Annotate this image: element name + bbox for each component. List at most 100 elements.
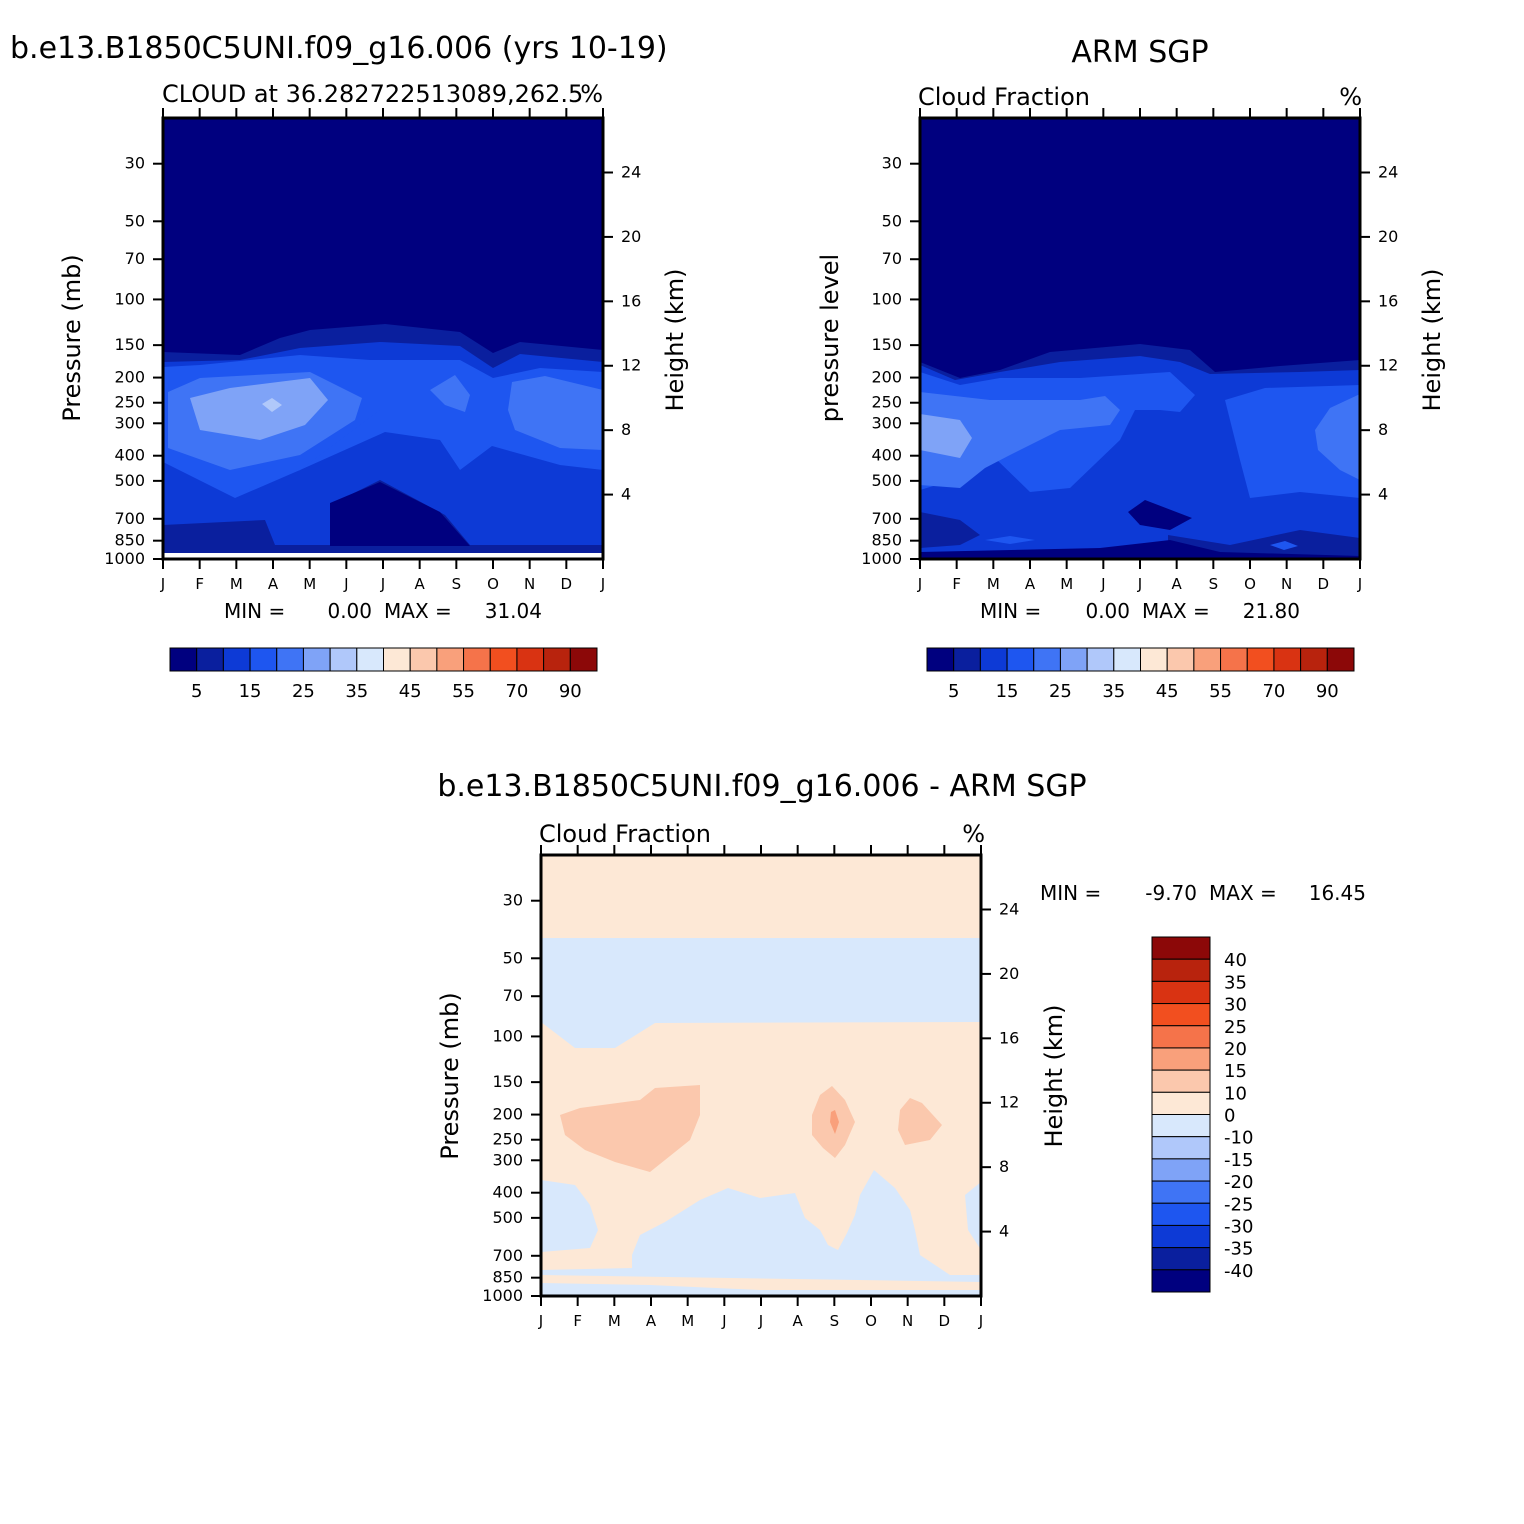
pressure-tick-label: 500 — [114, 471, 145, 490]
month-tick-label: J — [380, 575, 385, 593]
pressure-tick-label: 30 — [882, 154, 902, 173]
pressure-tick-label: 200 — [492, 1105, 523, 1124]
panel-model-subtitle: CLOUD at 36.282722513089,262.5 — [162, 80, 583, 108]
colorbar-label: 35 — [345, 681, 368, 702]
month-tick-label: M — [681, 1312, 694, 1330]
height-tick-label: 24 — [621, 162, 641, 181]
month-tick-label: N — [1281, 575, 1292, 593]
pressure-tick-label: 50 — [882, 211, 902, 230]
height-tick-label: 8 — [1378, 420, 1388, 439]
month-tick-label: J — [978, 1312, 983, 1330]
month-tick-label: N — [902, 1312, 913, 1330]
month-tick-label: S — [830, 1312, 840, 1330]
month-tick-label: O — [487, 575, 499, 593]
month-tick-label: F — [573, 1312, 582, 1330]
colorbar-swatch — [543, 647, 571, 672]
pressure-tick-label: 400 — [492, 1183, 523, 1202]
height-tick-label: 20 — [621, 227, 641, 246]
colorbar-swatch — [1151, 1202, 1211, 1226]
diff-fill-10-15-a — [560, 1085, 700, 1172]
colorbar-swatch — [1151, 1003, 1211, 1027]
obs-fill-20-25 — [920, 392, 1120, 488]
panel-obs-subtitle: Cloud Fraction — [918, 83, 1090, 111]
pressure-tick-label: 700 — [871, 509, 902, 528]
colorbar-swatch — [1151, 936, 1211, 960]
model-missing-surface — [163, 553, 603, 559]
month-tick-label: D — [1318, 575, 1330, 593]
colorbar-label: 35 — [1102, 681, 1125, 702]
month-tick-label: S — [452, 575, 462, 593]
colorbar-swatch — [1273, 647, 1302, 672]
month-tick-label: A — [793, 1312, 804, 1330]
obs-fill-25-30 — [920, 414, 972, 458]
colorbar-label: 5 — [948, 681, 959, 702]
colorbar-label: 0 — [1224, 1106, 1235, 1127]
colorbar-swatch — [1033, 647, 1061, 672]
panel-obs-max-value: 21.80 — [1243, 599, 1300, 623]
model-fill-20-25-c — [430, 375, 470, 412]
colorbar-swatch — [1151, 1269, 1211, 1293]
colorbar-label: -30 — [1224, 1216, 1253, 1237]
height-tick-label: 16 — [621, 291, 641, 310]
month-tick-label: M — [1060, 575, 1073, 593]
panel-obs-field — [920, 118, 1360, 559]
colorbar-swatch — [1059, 647, 1088, 672]
colorbar-swatch — [1151, 1069, 1211, 1093]
colorbar-swatch — [409, 647, 438, 672]
month-tick-label: D — [561, 575, 573, 593]
colorbar-label: 15 — [239, 681, 262, 702]
colorbar-swatch — [436, 647, 465, 672]
height-tick-label: 24 — [1378, 162, 1398, 181]
colorbar-label: -35 — [1224, 1239, 1253, 1260]
colorbar-swatch — [1193, 647, 1222, 672]
colorbar-swatch — [1151, 1224, 1211, 1249]
pressure-tick-label: 70 — [882, 249, 902, 268]
colorbar-label: 90 — [1316, 681, 1339, 702]
colorbar-label: -20 — [1224, 1172, 1253, 1193]
obs-fill-15-20-b — [1225, 385, 1360, 498]
month-tick-label: N — [524, 575, 535, 593]
pressure-tick-label: 250 — [871, 393, 902, 412]
colorbar-label: 30 — [1224, 995, 1247, 1016]
colorbar-swatch — [1166, 647, 1195, 672]
height-tick-label: 20 — [999, 964, 1019, 983]
month-tick-label: J — [343, 575, 348, 593]
colorbar-swatch — [1220, 647, 1248, 672]
colorbar-swatch — [1151, 1091, 1211, 1115]
month-tick-label: J — [160, 575, 165, 593]
pressure-tick-label: 700 — [492, 1246, 523, 1265]
height-tick-label: 4 — [1378, 485, 1388, 504]
pressure-tick-label: 700 — [114, 509, 145, 528]
panel-diff-units: % — [962, 820, 985, 848]
colorbar-label: 70 — [505, 681, 528, 702]
month-tick-label: F — [195, 575, 204, 593]
month-tick-label: J — [1100, 575, 1105, 593]
month-tick-label: J — [1137, 575, 1142, 593]
month-tick-label: S — [1209, 575, 1219, 593]
pressure-tick-label: 150 — [114, 335, 145, 354]
colorbar-swatch — [569, 647, 598, 672]
colorbar-label: 40 — [1224, 950, 1247, 971]
colorbar-swatch — [463, 647, 491, 672]
colorbar-swatch — [1151, 980, 1211, 1005]
colorbar-swatch — [383, 647, 411, 672]
pressure-tick-label: 300 — [492, 1150, 523, 1169]
colorbar-label: -40 — [1224, 1261, 1253, 1282]
panel-model-max-label: MAX = — [384, 599, 452, 623]
height-tick-label: 24 — [999, 899, 1019, 918]
pressure-tick-label: 50 — [503, 948, 523, 967]
obs-fill-surface-lt5 — [920, 540, 1360, 559]
colorbar-label: -10 — [1224, 1128, 1253, 1149]
height-tick-label: 16 — [1378, 291, 1398, 310]
pressure-tick-label: 150 — [492, 1072, 523, 1091]
colorbar-label: -25 — [1224, 1194, 1253, 1215]
month-tick-label: A — [646, 1312, 657, 1330]
model-fill-low-lt5 — [330, 482, 470, 546]
colorbar-swatch — [1151, 1047, 1211, 1071]
diff-fill-low-neg-a — [541, 1180, 598, 1252]
month-tick-label: A — [1025, 575, 1036, 593]
month-tick-label: O — [865, 1312, 877, 1330]
